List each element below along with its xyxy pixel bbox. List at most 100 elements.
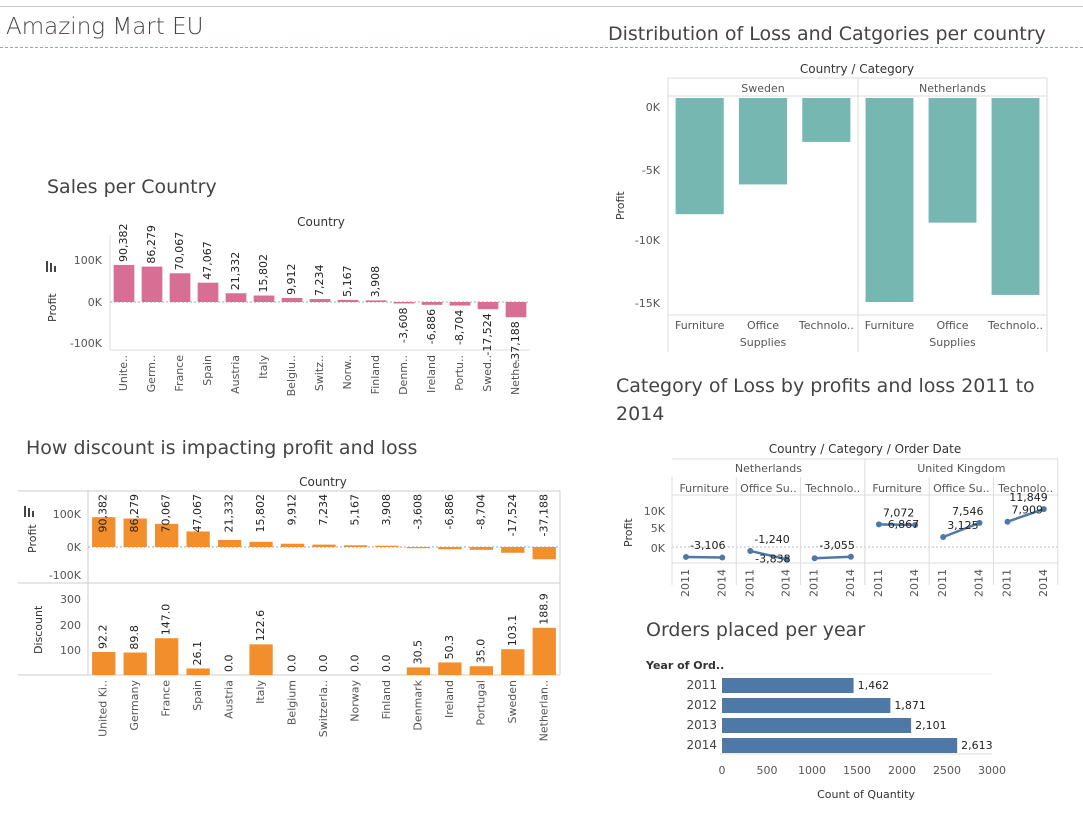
profit-bar xyxy=(438,547,462,550)
trend-data-label: -3,838 xyxy=(755,552,790,565)
sales-bar xyxy=(365,300,387,302)
sales-data-label: -8,704 xyxy=(453,310,466,345)
sales-data-label: 21,332 xyxy=(229,252,242,291)
trend-ytick: 0K xyxy=(651,542,666,555)
orders-data-label: 2,101 xyxy=(915,719,947,732)
trend-x-tick: 2011 xyxy=(936,569,949,597)
sales-bar xyxy=(253,295,275,302)
profit-data-label: 3,908 xyxy=(380,494,393,526)
sales-bar xyxy=(197,282,219,302)
profit-data-label: -8,704 xyxy=(474,494,487,529)
profit-bar xyxy=(469,547,493,550)
trend-data-label: 6,867 xyxy=(888,518,920,531)
sales-x-tick: Spain xyxy=(201,355,214,386)
discount-bar xyxy=(406,667,431,675)
profit-bar xyxy=(343,545,368,547)
distribution-chart-title: Distribution of Loss and Catgories per c… xyxy=(608,23,1046,45)
trend-category-label: Furniture xyxy=(872,482,922,495)
orders-x-tick: 3000 xyxy=(978,764,1006,777)
distribution-ytick: -5K xyxy=(642,164,661,177)
discount-x-tick: Austria xyxy=(223,680,236,719)
trend-category-label: Office Su.. xyxy=(740,482,797,495)
trend-line xyxy=(685,555,723,559)
discount-x-tick: Ireland xyxy=(443,680,456,718)
discount-profit-ytick: 100K xyxy=(53,508,82,521)
trend-point xyxy=(811,555,818,562)
trend-point xyxy=(976,519,983,526)
trend-x-tick: 2014 xyxy=(1037,569,1050,597)
discount-bar xyxy=(92,651,116,675)
orders-bar xyxy=(722,678,854,693)
trend-x-tick: 2014 xyxy=(780,569,793,597)
discount-discount-ytick: 100 xyxy=(60,644,81,657)
profit-data-label: 15,802 xyxy=(254,494,267,533)
discount-bar xyxy=(501,649,525,675)
trend-category-label: Technolo.. xyxy=(804,482,860,495)
trend-data-label: 11,849 xyxy=(1009,491,1048,504)
distribution-x-tick: Furniture xyxy=(675,319,725,332)
discount-chart-header: Country xyxy=(299,475,347,489)
trend-data-label: 7,546 xyxy=(952,505,984,518)
distribution-ytick: 0K xyxy=(646,101,661,114)
trend-x-tick: 2014 xyxy=(844,569,857,597)
trend-chart[interactable]: Country / Category / Order Date Profit 1… xyxy=(610,435,1070,605)
discount-data-label: 122.6 xyxy=(254,610,267,642)
orders-x-tick: 1500 xyxy=(843,764,871,777)
sales-data-label: 70,067 xyxy=(173,232,186,271)
distribution-country-label: Netherlands xyxy=(919,82,986,95)
profit-data-label: -37,188 xyxy=(537,494,550,536)
orders-year-label: 2011 xyxy=(686,678,717,692)
discount-data-label: 92.2 xyxy=(97,624,110,649)
top-border xyxy=(0,6,1083,7)
trend-data-label: 3,125 xyxy=(947,519,979,532)
trend-data-label: 7,072 xyxy=(883,506,915,519)
profit-data-label: -17,524 xyxy=(506,494,519,536)
trend-x-tick: 2014 xyxy=(908,569,921,597)
discount-x-tick: Italy xyxy=(254,680,267,704)
profit-bar xyxy=(312,544,336,547)
orders-x-tick: 2500 xyxy=(933,764,961,777)
sales-bar xyxy=(477,302,499,310)
sales-data-label: 7,234 xyxy=(313,265,326,297)
distribution-ytick: -10K xyxy=(635,234,661,247)
discount-x-tick: Germany xyxy=(128,680,141,731)
sales-bar xyxy=(113,264,135,302)
discount-profit-ytick: 0K xyxy=(67,541,82,554)
distribution-chart-header: Country / Category xyxy=(800,62,914,76)
discount-discount-ytick: 300 xyxy=(60,593,81,606)
discount-discount-ylabel: Discount xyxy=(32,605,45,654)
trend-ytick: 10K xyxy=(644,505,666,518)
discount-chart[interactable]: Country Profit Discount 100K 0K -100K 30… xyxy=(0,470,565,760)
trend-chart-header: Country / Category / Order Date xyxy=(769,442,961,456)
trend-x-tick: 2011 xyxy=(808,569,821,597)
orders-data-label: 1,462 xyxy=(858,679,890,692)
orders-xlabel: Count of Quantity xyxy=(817,788,915,801)
profit-bar xyxy=(375,545,399,547)
discount-discount-ytick: 200 xyxy=(60,619,81,632)
trend-ylabel: Profit xyxy=(622,518,635,547)
profit-bar xyxy=(92,517,116,547)
discount-x-tick: Norway xyxy=(348,680,361,722)
sales-x-tick: Portu.. xyxy=(453,355,466,391)
orders-bar xyxy=(722,738,958,753)
distribution-bar xyxy=(865,98,914,302)
sort-descending-icon[interactable] xyxy=(46,261,56,272)
trend-point xyxy=(940,534,947,540)
discount-bar xyxy=(438,662,462,675)
trend-point xyxy=(783,556,790,563)
orders-chart[interactable]: Year of Ord.. Count of Quantity 2011 1,46… xyxy=(640,650,1020,810)
discount-x-tick: Finland xyxy=(380,680,393,719)
profit-bar xyxy=(155,523,179,547)
discount-x-tick: Portugal xyxy=(474,680,487,726)
discount-data-label: 0.0 xyxy=(380,655,393,673)
sales-chart[interactable]: Country Profit 100K 0K -100K 90,382 Unite… xyxy=(0,205,560,405)
sort-descending-icon[interactable] xyxy=(24,506,34,517)
sales-x-tick: France xyxy=(173,355,186,392)
profit-bar xyxy=(186,531,210,547)
trend-country-label: Netherlands xyxy=(735,462,802,475)
sales-bar xyxy=(169,273,191,302)
trend-data-label: -3,106 xyxy=(690,539,725,552)
distribution-chart[interactable]: Country / Category Profit 0K -5K -10K -1… xyxy=(600,55,1080,355)
distribution-x-tick: Office xyxy=(936,319,968,332)
orders-x-tick: 2000 xyxy=(888,764,916,777)
